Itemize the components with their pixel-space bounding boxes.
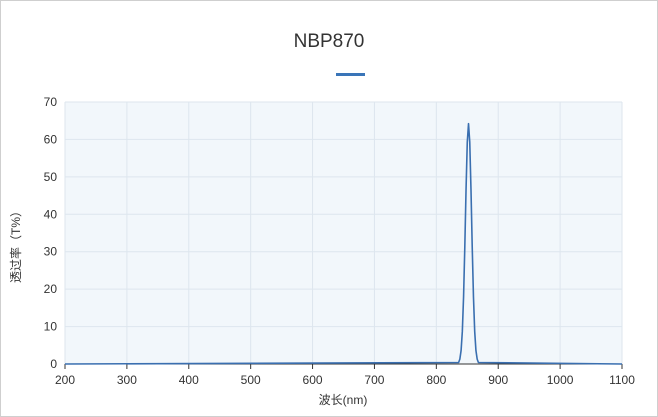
- y-axis-label: 透过率（T%）: [8, 205, 23, 283]
- y-tick-label: 30: [44, 245, 58, 259]
- x-tick-label: 1000: [547, 373, 574, 387]
- x-tick-label: 200: [55, 373, 75, 387]
- x-tick-label: 800: [426, 373, 446, 387]
- y-tick-label: 60: [44, 132, 58, 146]
- x-tick-label: 500: [241, 373, 261, 387]
- x-tick-label: 300: [117, 373, 137, 387]
- y-tick-label: 50: [44, 170, 58, 184]
- y-tick-label: 20: [44, 282, 58, 296]
- x-tick-label: 700: [364, 373, 384, 387]
- x-axis-label: 波长(nm): [319, 393, 368, 407]
- title-underline: [336, 73, 365, 76]
- x-tick-label: 1100: [609, 373, 635, 387]
- y-tick-label: 40: [44, 207, 58, 221]
- chart-title: NBP870: [293, 31, 365, 52]
- x-tick-label: 400: [179, 373, 199, 387]
- x-tick-label: 600: [303, 373, 323, 387]
- x-tick-label: 900: [488, 373, 508, 387]
- y-tick-label: 0: [50, 357, 57, 371]
- transmission-line: [64, 122, 623, 365]
- y-tick-label: 10: [44, 320, 58, 334]
- plot-area: [65, 102, 622, 364]
- y-tick-label: 70: [44, 95, 58, 109]
